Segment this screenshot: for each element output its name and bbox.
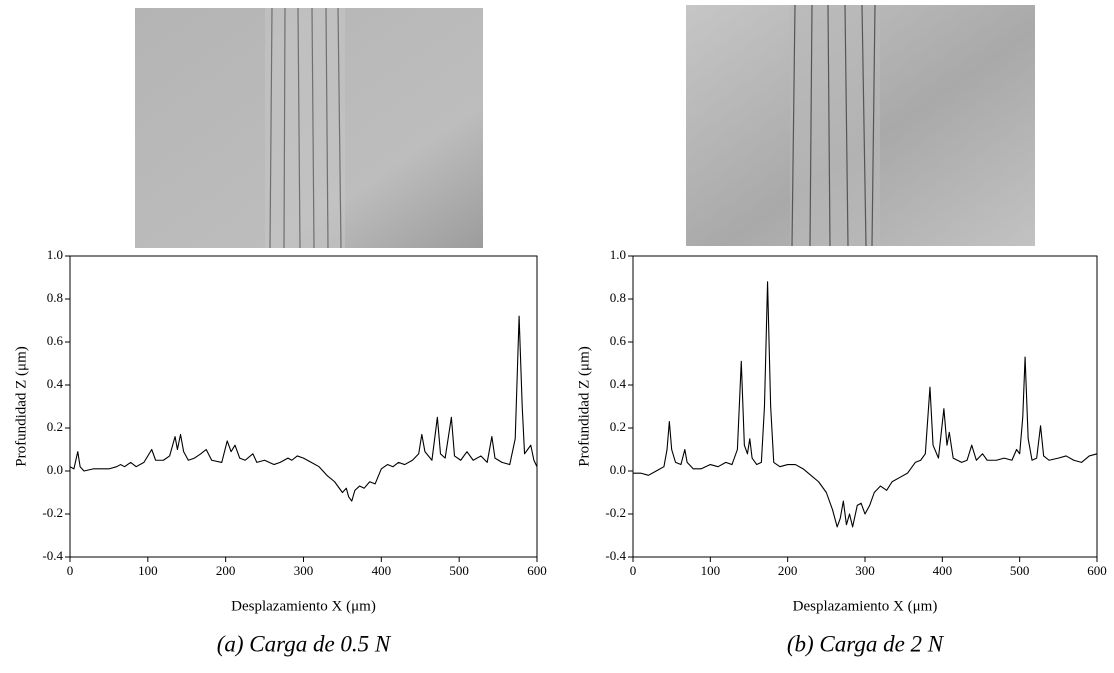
- y-tick-label: -0.2: [605, 505, 626, 520]
- profile-line: [69, 315, 538, 502]
- micrograph-a: [135, 7, 483, 249]
- y-tick-label: 0.0: [47, 462, 63, 477]
- y-tick-label: 0.4: [610, 376, 627, 391]
- x-tick-label: 600: [1087, 563, 1107, 578]
- x-tick-label: 0: [67, 563, 74, 578]
- chart: 0 100 200 300 400 500 600 -0.4 -0.2 0.0 0.2 0.4 0.6 0…: [13, 247, 546, 656]
- y-tick-label: 0.8: [47, 290, 63, 305]
- x-tick-label: 400: [933, 563, 953, 578]
- y-tick-label: 0.2: [47, 419, 63, 434]
- y-axis-title: Profundidad Z (μm): [13, 346, 29, 467]
- y-tick-label: 0.0: [610, 462, 626, 477]
- y-tick-label: 0.8: [610, 290, 626, 305]
- x-tick-label: 300: [855, 563, 875, 578]
- y-tick-label: -0.2: [42, 505, 63, 520]
- y-tick-label: 0.6: [47, 333, 64, 348]
- profile-line: [633, 281, 1098, 528]
- y-tick-label: -0.4: [42, 548, 63, 563]
- x-tick-label: 300: [294, 563, 314, 578]
- y-tick-label: 0.2: [610, 419, 626, 434]
- x-tick-label: 500: [449, 563, 469, 578]
- y-tick-label: 1.0: [47, 247, 63, 262]
- plot-frame: [69, 255, 538, 558]
- x-tick-label: 0: [630, 563, 637, 578]
- caption: (a) Carga de 0.5 N: [217, 631, 392, 656]
- y-tick-label: 0.4: [47, 376, 64, 391]
- x-tick-label: 100: [701, 563, 721, 578]
- x-tick-label: 200: [216, 563, 236, 578]
- chart: 0 100 200 300 400 500 600 -0.4 -0.2 0.0 0.2 0.4 0.6 0…: [576, 247, 1106, 656]
- y-axis-title: Profundidad Z (μm): [576, 346, 592, 467]
- x-tick-label: 600: [527, 563, 547, 578]
- x-tick-label: 100: [138, 563, 158, 578]
- x-tick-label: 500: [1010, 563, 1030, 578]
- y-tick-label: 0.6: [610, 333, 627, 348]
- y-tick-label: 1.0: [610, 247, 626, 262]
- y-tick-label: -0.4: [605, 548, 626, 563]
- caption: (b) Carga de 2 N: [787, 631, 945, 656]
- x-axis-title: Desplazamiento X (μm): [793, 598, 938, 614]
- x-axis-title: Desplazamiento X (μm): [231, 598, 376, 614]
- micrograph-b: [686, 4, 1035, 247]
- x-tick-label: 400: [372, 563, 392, 578]
- x-tick-label: 200: [778, 563, 798, 578]
